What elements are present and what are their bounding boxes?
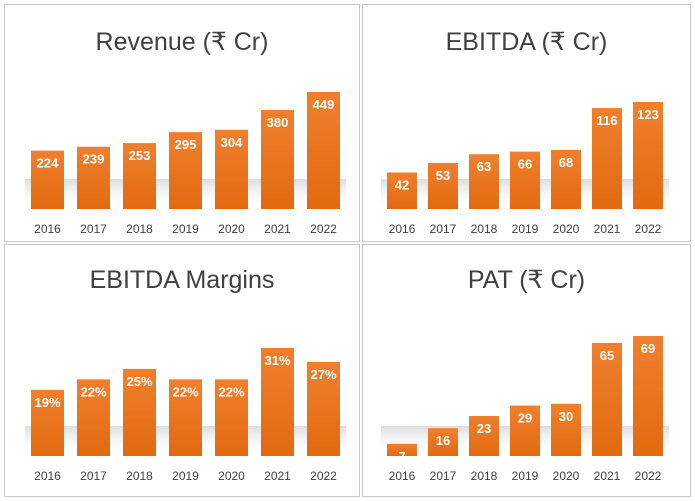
bar-ebitda-2019: [510, 151, 540, 209]
x-tick-label: 2022: [310, 469, 337, 483]
data-label: 253: [129, 148, 151, 163]
bar-revenue-2022: [307, 92, 340, 209]
x-tick-label: 2016: [34, 469, 61, 483]
chart-panel-ebitda: EBITDA (₹ Cr) 42 2016 53 2017 63 2018 66 2019 68 2…: [362, 4, 691, 242]
chart-title: EBITDA (₹ Cr): [446, 28, 608, 56]
bar-pat-2021: [592, 342, 622, 456]
x-tick-label: 2018: [471, 222, 498, 236]
bar-pat-2019: [510, 405, 540, 456]
x-tick-label: 2020: [553, 469, 580, 483]
chart-ebitda: EBITDA (₹ Cr) 42 2016 53 2017 63 2018 66 2019 68 2…: [381, 28, 669, 236]
x-tick-label: 2018: [126, 222, 153, 236]
data-label: 29: [518, 411, 532, 426]
data-label: 66: [518, 157, 532, 172]
x-tick-label: 2021: [264, 469, 291, 483]
bar-ebitda-margins-2017: [77, 379, 110, 456]
data-label: 7: [398, 449, 405, 464]
bar-pat-2017: [428, 428, 458, 456]
chart-title: Revenue (₹ Cr): [96, 28, 269, 56]
bar-ebitda-margins-2016: [31, 389, 64, 456]
bar-ebitda-2017: [428, 162, 458, 209]
data-label: 63: [477, 159, 491, 174]
data-label: 16: [436, 433, 450, 448]
bar-revenue-2016: [31, 150, 64, 209]
data-label: 23: [477, 421, 491, 436]
x-tick-label: 2017: [80, 222, 107, 236]
data-label: 239: [83, 152, 105, 167]
data-label: 22%: [218, 384, 244, 399]
data-label: 224: [37, 156, 59, 171]
x-tick-label: 2022: [635, 469, 662, 483]
chart-ebitda-margins: EBITDA Margins 19% 2016 22% 2017 25% 2018 22% 20…: [25, 266, 346, 483]
data-label: 53: [436, 168, 450, 183]
x-tick-label: 2018: [471, 469, 498, 483]
chart-title: EBITDA Margins: [90, 266, 275, 294]
chart-pat: PAT (₹ Cr) 7 2016 16 2017 23 2018 29 2019 30 2020 6…: [381, 266, 669, 483]
bar-ebitda-2016: [387, 172, 417, 209]
x-tick-label: 2019: [172, 469, 199, 483]
bar-pat-2020: [551, 403, 581, 456]
data-label: 68: [559, 155, 573, 170]
x-tick-label: 2018: [126, 469, 153, 483]
x-tick-label: 2019: [172, 222, 199, 236]
x-tick-label: 2020: [553, 222, 580, 236]
bar-ebitda-margins-2021: [261, 348, 294, 456]
bar-pat-2018: [469, 416, 499, 456]
bar-pat-2016: [387, 443, 417, 456]
data-label: 123: [637, 107, 659, 122]
x-tick-label: 2016: [34, 222, 61, 236]
x-tick-label: 2017: [430, 469, 457, 483]
x-tick-label: 2019: [512, 469, 539, 483]
data-label: 22%: [172, 384, 198, 399]
data-label: 449: [313, 97, 335, 112]
data-label: 380: [267, 115, 289, 130]
bar-revenue-2021: [261, 109, 294, 209]
bar-revenue-2020: [215, 129, 248, 209]
x-tick-label: 2016: [389, 222, 416, 236]
bar-ebitda-2018: [469, 154, 499, 209]
x-tick-label: 2021: [594, 222, 621, 236]
data-label: 304: [221, 135, 243, 150]
data-label: 42: [395, 177, 409, 192]
data-label: 116: [597, 113, 618, 128]
x-tick-label: 2020: [218, 222, 245, 236]
data-label: 19%: [34, 395, 60, 410]
bar-ebitda-margins-2022: [307, 361, 340, 456]
bar-ebitda-2022: [633, 102, 663, 209]
bar-revenue-2019: [169, 132, 202, 209]
x-tick-label: 2022: [310, 222, 337, 236]
bar-ebitda-margins-2019: [169, 379, 202, 456]
data-label: 31%: [264, 353, 290, 368]
data-label: 30: [559, 409, 573, 424]
bar-revenue-2017: [77, 146, 110, 209]
bar-ebitda-2020: [551, 149, 581, 209]
chart-title: PAT (₹ Cr): [468, 266, 585, 294]
x-tick-label: 2021: [594, 469, 621, 483]
x-tick-label: 2017: [80, 469, 107, 483]
data-label: 295: [175, 137, 197, 152]
x-tick-label: 2021: [264, 222, 291, 236]
chart-panel-ebitda-margins: EBITDA Margins 19% 2016 22% 2017 25% 2018 22% 20…: [4, 244, 360, 497]
x-tick-label: 2020: [218, 469, 245, 483]
chart-panel-revenue: Revenue (₹ Cr) 224 2016 239 2017 253 2018 295 20…: [4, 4, 360, 242]
bar-revenue-2018: [123, 143, 156, 209]
bar-ebitda-margins-2020: [215, 379, 248, 456]
bar-ebitda-margins-2018: [123, 368, 156, 456]
data-label: 25%: [126, 374, 152, 389]
data-label: 65: [600, 348, 614, 363]
x-tick-label: 2019: [512, 222, 539, 236]
bar-ebitda-2021: [592, 108, 622, 209]
bar-pat-2022: [633, 336, 663, 456]
data-label: 27%: [310, 367, 336, 382]
x-tick-label: 2022: [635, 222, 662, 236]
chart-panel-pat: PAT (₹ Cr) 7 2016 16 2017 23 2018 29 2019 30 2020 6…: [362, 244, 691, 497]
chart-revenue: Revenue (₹ Cr) 224 2016 239 2017 253 2018 295 20…: [25, 28, 346, 236]
x-tick-label: 2016: [389, 469, 416, 483]
data-label: 22%: [80, 384, 106, 399]
data-label: 69: [641, 341, 655, 356]
x-tick-label: 2017: [430, 222, 457, 236]
